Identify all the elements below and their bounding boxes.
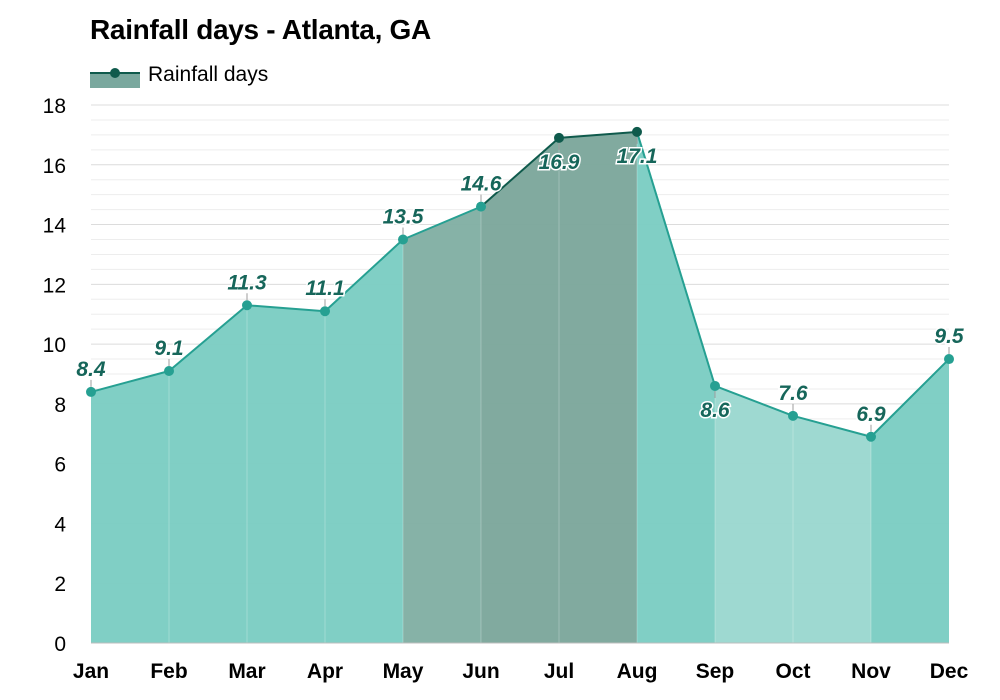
data-label-jun: 14.6	[461, 173, 502, 196]
data-point-aug	[632, 126, 642, 137]
data-point-feb	[164, 366, 174, 377]
x-tick-label-jun: Jun	[462, 660, 499, 683]
y-tick-label: 6	[54, 454, 66, 477]
area-segment-jan	[91, 371, 169, 643]
x-tick-label-dec: Dec	[930, 660, 969, 683]
x-tick-label-mar: Mar	[228, 660, 265, 683]
data-label-oct: 7.6	[778, 382, 808, 405]
series-line-segment	[480, 137, 560, 208]
area-segment-oct	[793, 415, 871, 643]
data-label-feb: 9.1	[154, 337, 183, 360]
data-point-jun	[476, 201, 486, 212]
x-tick-label-nov: Nov	[851, 660, 891, 683]
x-tick-label-apr: Apr	[307, 660, 343, 683]
data-label-dec: 9.5	[934, 325, 964, 348]
series-line-segment	[636, 131, 716, 387]
x-tick-label-sep: Sep	[696, 660, 735, 683]
series-line-segment	[90, 370, 170, 393]
y-tick-label: 2	[54, 573, 66, 596]
series-line-segment	[246, 304, 326, 313]
x-tick-label-oct: Oct	[775, 660, 810, 683]
chart-title: Rainfall days - Atlanta, GA	[90, 14, 431, 45]
series-line-segment	[168, 304, 248, 372]
area-segment-feb	[169, 305, 247, 643]
y-tick-label: 10	[43, 334, 66, 357]
x-tick-label-feb: Feb	[150, 660, 187, 683]
y-tick-label: 14	[43, 215, 67, 238]
data-point-oct	[788, 410, 798, 421]
legend-swatch-marker	[110, 68, 120, 78]
x-tick-label-jan: Jan	[73, 660, 109, 683]
series-line-segment	[402, 205, 482, 241]
data-label-sep: 8.6	[700, 399, 730, 422]
data-point-jan	[86, 386, 96, 397]
data-point-dec	[944, 354, 954, 365]
series-line-segment	[558, 130, 638, 139]
x-tick-label-aug: Aug	[617, 660, 658, 683]
y-tick-label: 18	[43, 95, 66, 118]
legend[interactable]: Rainfall days	[90, 60, 268, 90]
area-segment-apr	[325, 239, 403, 643]
data-point-apr	[320, 306, 330, 317]
series-line-segment	[870, 358, 950, 438]
y-tick-label: 8	[54, 394, 66, 417]
data-point-sep	[710, 380, 720, 391]
area-segment-jun	[481, 137, 559, 643]
area-segment-nov	[871, 359, 949, 643]
area-segment-sep	[715, 385, 793, 643]
series-line-segment	[324, 238, 404, 312]
data-label-mar: 11.3	[227, 271, 267, 294]
series-line-segment	[714, 385, 794, 417]
area-segment-aug	[637, 131, 715, 643]
data-label-may: 13.5	[383, 206, 424, 229]
area-segment-may	[403, 206, 481, 643]
data-label-aug: 17.1	[617, 145, 658, 168]
series-line-segment	[792, 414, 872, 438]
data-label-jul: 16.9	[539, 151, 580, 174]
data-point-jul	[554, 132, 564, 143]
data-point-mar	[242, 300, 252, 311]
data-point-nov	[866, 431, 876, 442]
y-tick-label: 12	[43, 274, 66, 297]
data-point-may	[398, 234, 408, 245]
y-tick-label: 16	[43, 155, 66, 178]
x-tick-label-jul: Jul	[544, 660, 574, 683]
data-label-jan: 8.4	[76, 358, 106, 381]
legend-swatch-fill	[90, 73, 140, 88]
legend-swatch-icon	[90, 68, 140, 88]
y-tick-label: 4	[54, 513, 66, 536]
area-segment-mar	[247, 305, 325, 643]
area-segment-jul	[559, 131, 637, 643]
legend-label: Rainfall days	[148, 63, 269, 86]
data-label-nov: 6.9	[856, 403, 886, 426]
x-tick-label-may: May	[383, 660, 424, 683]
data-label-apr: 11.1	[305, 277, 344, 300]
y-tick-label: 0	[54, 633, 66, 656]
